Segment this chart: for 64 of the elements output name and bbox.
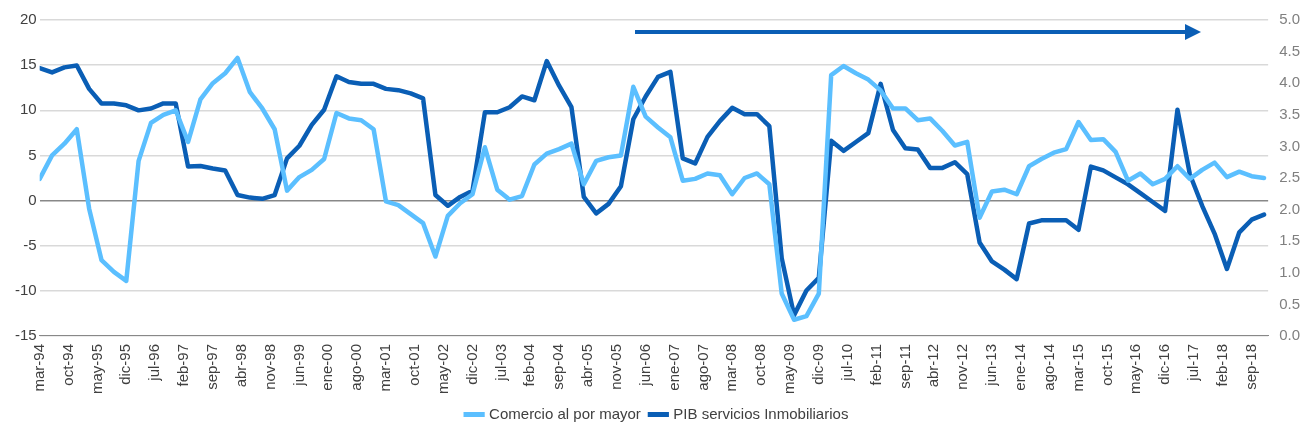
y2-tick-label: 2.0 [1279,199,1301,217]
x-tick-label: dic-09 [808,343,826,385]
legend-label: Comercio al por mayor [489,404,641,422]
x-tick-label: mar-08 [722,343,740,392]
x-tick-label: dic-02 [462,343,480,385]
x-tick-label: nov-98 [260,343,278,390]
y-tick-label: 5 [28,145,37,163]
x-tick-label: jun-13 [982,343,1000,387]
x-tick-label: oct-08 [751,343,769,386]
x-tick-label: jun-99 [289,343,307,387]
x-tick-label: jul-17 [1184,343,1202,382]
x-tick-label: abr-12 [924,343,942,388]
x-tick-label: mar-94 [29,343,47,392]
x-tick-label: dic-16 [1155,343,1173,385]
x-tick-label: jul-10 [837,343,855,382]
x-tick-label: ago-00 [347,343,365,391]
x-tick-label: oct-15 [1097,343,1115,386]
x-tick-label: ene-14 [1010,343,1028,391]
y-tick-label: 0 [28,190,37,208]
y2-tick-label: 3.0 [1279,136,1301,154]
x-tick-label: may-02 [433,343,451,395]
y2-tick-label: 2.5 [1279,168,1301,186]
x-tick-label: dic-95 [116,343,134,385]
x-tick-label: sep-18 [1241,343,1259,390]
y2-tick-label: 3.5 [1279,104,1301,122]
y-tick-label: 20 [19,10,37,28]
y2-tick-label: 0.0 [1279,326,1301,344]
x-tick-label: may-09 [780,343,798,395]
x-tick-label: feb-18 [1212,343,1230,387]
x-tick-label: feb-11 [866,343,884,386]
x-tick-label: ene-07 [664,343,682,391]
x-tick-label: may-16 [1126,343,1144,395]
x-tick-label: nov-12 [953,343,971,390]
x-tick-label: mar-15 [1068,343,1086,392]
legend-label: PIB servicios Inmobiliarios [673,404,849,422]
y-tick-label: -5 [23,235,37,253]
y2-tick-label: 1.5 [1279,231,1301,249]
x-tick-label: jul-96 [145,343,163,382]
x-tick-label: sep-97 [202,343,220,390]
x-tick-label: sep-04 [549,343,567,390]
y-tick-label: 15 [19,55,37,73]
y-tick-label: -15 [14,326,37,344]
y2-tick-label: 1.0 [1279,262,1301,280]
x-tick-label: ago-07 [693,343,711,391]
x-tick-label: oct-01 [404,343,422,386]
x-tick-label: sep-11 [895,343,913,389]
x-tick-label: oct-94 [58,343,76,386]
x-tick-label: ago-14 [1039,343,1057,391]
x-tick-label: feb-04 [520,343,538,387]
y-tick-label: -10 [14,280,37,298]
x-tick-label: may-95 [87,343,105,395]
y2-tick-label: 4.0 [1279,73,1301,91]
y2-tick-label: 4.5 [1279,41,1301,59]
x-tick-label: ene-00 [318,343,336,391]
y2-tick-label: 0.5 [1279,294,1301,312]
x-tick-label: abr-98 [231,343,249,388]
y2-tick-label: 5.0 [1279,10,1301,28]
x-tick-label: mar-01 [376,343,394,392]
x-tick-label: feb-97 [174,343,192,387]
x-tick-label: jun-06 [635,343,653,387]
x-tick-label: abr-05 [578,343,596,388]
x-tick-label: jul-03 [491,343,509,382]
x-tick-label: nov-05 [606,343,624,390]
y-tick-label: 10 [19,100,37,118]
